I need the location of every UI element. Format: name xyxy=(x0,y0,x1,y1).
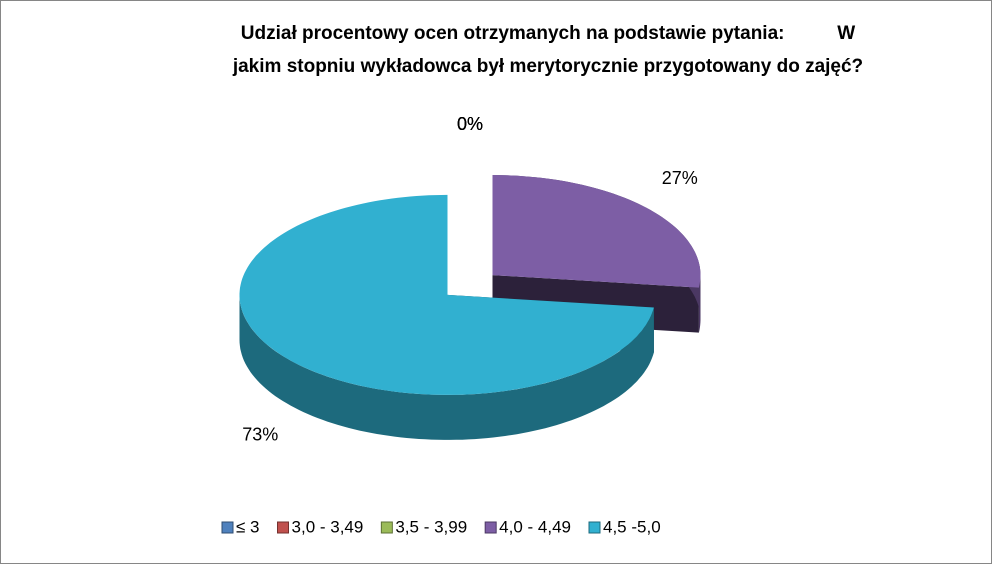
legend-label: 4,0 - 4,49 xyxy=(499,517,571,536)
data-label: 0% xyxy=(457,114,483,134)
legend-swatch xyxy=(277,521,290,534)
data-label: 0% xyxy=(457,114,483,134)
slice-side xyxy=(239,294,654,440)
chart-title: Udział procentowy ocen otrzymanych na po… xyxy=(241,23,856,44)
legend-swatch xyxy=(588,521,601,534)
legend-label: ≤ 3 xyxy=(236,517,260,536)
slice-top xyxy=(239,194,654,395)
legend-swatch xyxy=(484,521,497,534)
data-label: 27% xyxy=(662,168,698,188)
legend-label: 3,5 - 3,99 xyxy=(395,517,467,536)
legend-swatch xyxy=(380,521,393,534)
legend-swatch xyxy=(221,521,234,534)
legend-label: 3,0 - 3,49 xyxy=(292,517,364,536)
pie-slice xyxy=(239,194,654,440)
chart-title: jakim stopniu wykładowca był merytoryczn… xyxy=(232,56,863,77)
legend-label: 4,5 -5,0 xyxy=(603,517,661,536)
slice-top xyxy=(492,175,701,288)
data-label: 73% xyxy=(242,425,278,445)
data-label: 0% xyxy=(457,114,483,134)
